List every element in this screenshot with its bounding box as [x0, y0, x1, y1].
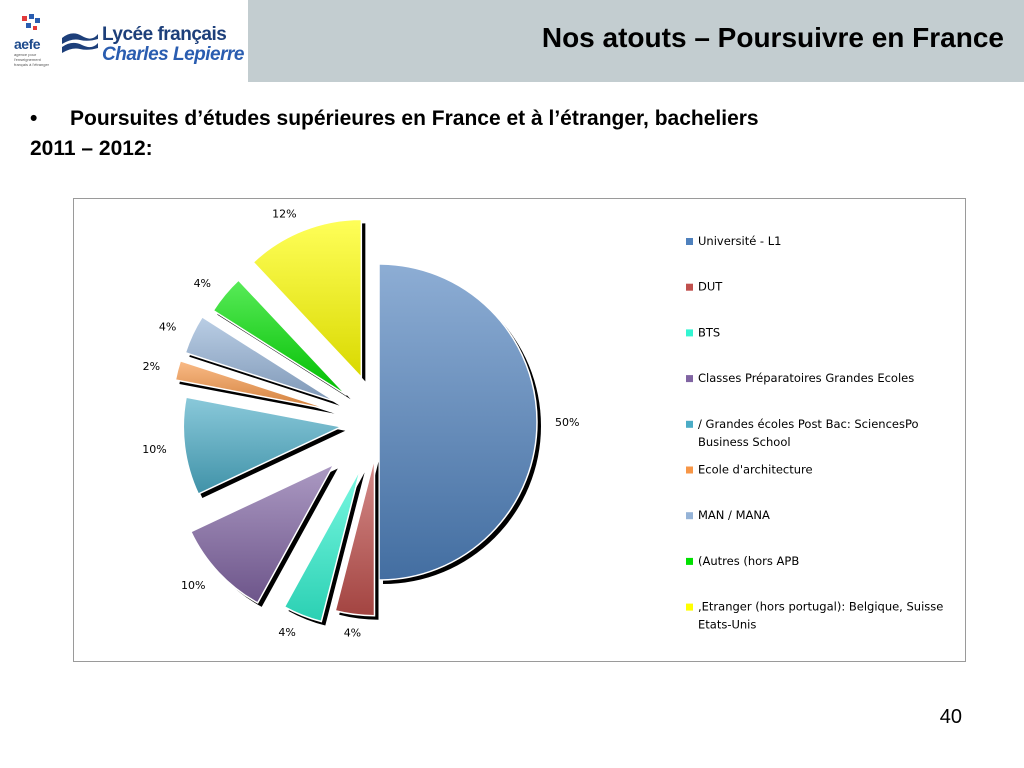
bullet-text-line2: 2011 – 2012: [30, 137, 153, 160]
pie-slice-dut [334, 457, 376, 617]
legend-swatch-etranger-hors-portugal-belgique-suisse-etats-unis [686, 603, 693, 611]
pie-label-etranger-hors-portugal-belgique-suisse-etats-unis: 12% [272, 208, 296, 221]
legend-swatch-man-mana [686, 512, 693, 520]
pie-slice-man-mana [184, 315, 336, 403]
lycee-logo: Lycée français Charles Lepierre [60, 24, 244, 65]
legend-label-classes-pr-paratoires-grandes-ecoles: Classes Préparatoires Grandes Ecoles [698, 371, 914, 385]
legend-swatch-classes-pr-paratoires-grandes-ecoles [686, 375, 693, 383]
legend-swatch-dut [686, 283, 693, 291]
pie-chart-frame: 50% 4% 4% 10% 10% 2% 4% 4% 12% Université - L1 DU… [73, 198, 966, 662]
pie-slices [174, 218, 541, 626]
pie-slice-grandes-coles-post-bac-sciencespo-business-school [182, 396, 344, 496]
pie-slice-classes-pr-paratoires-grandes-ecoles [189, 462, 336, 604]
page-number: 40 [939, 706, 962, 728]
aefe-logo: aefe agence pour l'enseignement français… [14, 14, 52, 70]
legend-swatch-autres-hors-apb [686, 557, 693, 565]
legend-swatch-ecole-d-architecture [686, 466, 693, 474]
pie-label-man-mana: 4% [159, 321, 176, 334]
pie-slice-ecole-d-architecture [174, 359, 331, 411]
legend-label-universit-l1: Université - L1 [698, 234, 781, 248]
pie-label-universit-l1: 50% [555, 416, 579, 429]
legend-swatch-bts [686, 329, 693, 337]
pie-data-labels: 50% 4% 4% 10% 10% 2% 4% 4% 12% [142, 208, 579, 640]
pie-slice-bts [283, 468, 362, 623]
pie-label-ecole-d-architecture: 2% [143, 360, 160, 373]
legend-label-etranger-hors-portugal-belgique-suisse-etats-unis-line2: Etats-Unis [698, 618, 756, 632]
aefe-wordmark: aefe [14, 36, 41, 52]
legend-label-ecole-d-architecture: Ecole d'architecture [698, 463, 813, 477]
pie-slice-autres-hors-apb [212, 278, 348, 396]
legend-label-etranger-hors-portugal-belgique-suisse-etats-unis: ,Etranger (hors portugal): Belgique, Sui… [698, 600, 943, 614]
logo-area: aefe agence pour l'enseignement français… [0, 0, 248, 82]
aefe-dots-icon [22, 14, 40, 30]
pie-legend: Université - L1 DUT BTS Classes Préparatoir… [686, 234, 943, 632]
legend-label-man-mana: MAN / MANA [698, 508, 770, 522]
legend-label-grandes-coles-post-bac-sciencespo-business-school-line2: Business School [698, 435, 791, 449]
legend-swatch-grandes-coles-post-bac-sciencespo-business-school [686, 420, 693, 428]
legend-label-dut: DUT [698, 280, 723, 294]
lycee-wave-icon [62, 33, 98, 53]
pie-label-bts: 4% [278, 626, 295, 639]
pie-slice-etranger-hors-portugal-belgique-suisse-etats-unis [252, 218, 363, 380]
bullet-text-line1: Poursuites d’études supérieures en Franc… [70, 107, 759, 130]
pie-label-classes-pr-paratoires-grandes-ecoles: 10% [181, 579, 205, 592]
legend-label-bts: BTS [698, 325, 720, 339]
legend-swatch-universit-l1 [686, 238, 693, 245]
bullet-symbol: • [30, 107, 38, 130]
pie-label-autres-hors-apb: 4% [194, 277, 211, 290]
pie-chart: 50% 4% 4% 10% 10% 2% 4% 4% 12% Université - L1 DU… [142, 208, 943, 640]
lycee-name-line2: Charles Lepierre [102, 44, 244, 65]
legend-label-autres-hors-apb: (Autres (hors APB [698, 554, 799, 568]
lycee-name-line1: Lycée français [102, 24, 227, 45]
aefe-tagline: agence pour l'enseignement français à l'… [14, 52, 50, 67]
pie-slice-universit-l1 [378, 263, 538, 581]
pie-label-grandes-coles-post-bac-sciencespo-business-school: 10% [142, 443, 166, 456]
pie-label-dut: 4% [344, 626, 361, 639]
slide-title: Nos atouts – Poursuivre en France [541, 22, 1004, 53]
legend-label-grandes-coles-post-bac-sciencespo-business-school: / Grandes écoles Post Bac: SciencesPo [698, 417, 919, 431]
